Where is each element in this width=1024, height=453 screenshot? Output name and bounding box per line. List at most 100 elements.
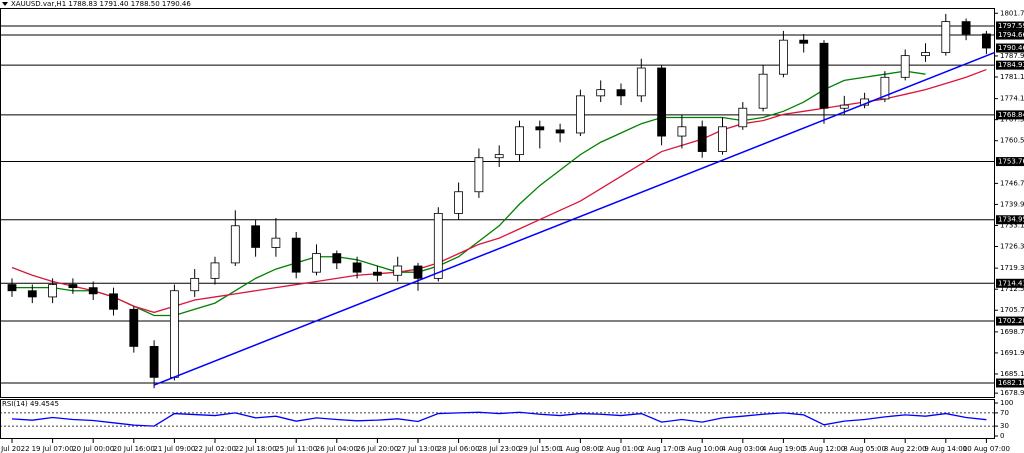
x-tick-label: 21 Jul 09:00 xyxy=(153,445,195,453)
candle-body xyxy=(779,39,788,75)
level-label: 1784.93 xyxy=(998,61,1024,69)
chart-title: XAUUSD.var,H1 1788.83 1791.40 1788.50 17… xyxy=(11,0,191,8)
level-box xyxy=(996,215,1024,225)
level-box xyxy=(996,157,1024,167)
candle-body xyxy=(576,95,585,134)
x-tick-label: 3 Aug 10:00 xyxy=(681,445,724,453)
candle-body xyxy=(413,265,423,279)
candle-body xyxy=(352,262,362,273)
candle-body xyxy=(535,126,545,131)
symbol-menu-arrow xyxy=(2,2,8,6)
candle-body xyxy=(697,126,707,152)
y-tick-label: 1774.10 xyxy=(1000,95,1024,103)
y-tick-label: 1691.90 xyxy=(1000,349,1024,357)
candle-body xyxy=(393,265,403,276)
x-tick-label: 27 Jul 13:00 xyxy=(397,445,439,453)
candle-body xyxy=(48,284,57,298)
candle-body xyxy=(454,191,464,214)
y-tick-label: 1685.10 xyxy=(1000,370,1024,378)
rsi-tick-label: 30 xyxy=(1000,422,1009,430)
rsi-tick-label: 70 xyxy=(1000,409,1009,417)
level-box xyxy=(996,60,1024,70)
level-box xyxy=(996,278,1024,288)
candle-body xyxy=(982,33,991,49)
y-tick-label: 1726.30 xyxy=(1000,243,1024,251)
y-tick-label: 1760.50 xyxy=(1000,137,1024,145)
y-tick-label: 1739.90 xyxy=(1000,200,1024,208)
level-label: 1702.20 xyxy=(998,317,1024,325)
candle-body xyxy=(738,107,748,128)
level-box xyxy=(996,21,1024,31)
candle-body xyxy=(657,67,666,137)
candle-body xyxy=(941,21,951,53)
candle-body xyxy=(636,67,646,97)
rsi-tick-label: 100 xyxy=(1000,399,1013,407)
x-tick-label: 19 Jul 07:00 xyxy=(32,445,74,453)
candle-body xyxy=(332,253,342,264)
trendline xyxy=(153,51,995,386)
candle-body xyxy=(433,213,443,279)
x-tick-label: 26 Jul 04:00 xyxy=(316,445,358,453)
candle-body xyxy=(961,21,971,35)
candle-body xyxy=(819,42,829,109)
level-label: 1734.95 xyxy=(998,216,1024,224)
candle-body xyxy=(27,290,37,298)
candle-body xyxy=(921,52,930,57)
level-label: 1753.76 xyxy=(998,158,1024,166)
rsi-panel-frame xyxy=(0,399,995,439)
candle-body xyxy=(149,346,159,378)
y-tick-label: 1712.50 xyxy=(1000,285,1024,293)
level-box xyxy=(996,30,1024,40)
x-tick-label: 28 Jul 06:00 xyxy=(438,445,480,453)
level-label: 1794.66 xyxy=(998,31,1024,39)
candle-body xyxy=(474,157,484,193)
level-label: 1797.59 xyxy=(998,22,1024,30)
rsi-tick-label: 0 xyxy=(1000,432,1004,440)
x-tick-label: 26 Jul 20:00 xyxy=(356,445,398,453)
candle-body xyxy=(129,308,139,347)
y-tick-label: 1767.30 xyxy=(1000,116,1024,124)
current-price-box xyxy=(996,43,1024,53)
current-price-label: 1790.46 xyxy=(998,44,1024,52)
rsi-line xyxy=(11,411,987,427)
candle-body xyxy=(900,55,910,78)
x-tick-label: 5 Aug 12:00 xyxy=(803,445,846,453)
level-box xyxy=(996,110,1024,120)
candle-body xyxy=(7,284,17,292)
y-tick-label: 1719.30 xyxy=(1000,264,1024,272)
y-tick-label: 1698.70 xyxy=(1000,328,1024,336)
candle-body xyxy=(839,104,849,109)
x-tick-label: 2 Aug 17:00 xyxy=(640,445,683,453)
candle-body xyxy=(372,271,382,276)
y-tick-label: 1678.90 xyxy=(1000,389,1024,397)
x-tick-label: 25 Jul 11:00 xyxy=(275,445,317,453)
candle-body xyxy=(210,262,220,279)
candle-body xyxy=(494,154,504,159)
x-tick-label: 4 Aug 03:00 xyxy=(721,445,764,453)
x-tick-label: 22 Jul 02:00 xyxy=(194,445,236,453)
x-tick-label: 8 Aug 22:00 xyxy=(884,445,927,453)
y-tick-label: 1781.10 xyxy=(1000,73,1024,81)
candle-body xyxy=(596,89,606,97)
x-tick-label: 1 Aug 08:00 xyxy=(559,445,602,453)
level-label: 1682.18 xyxy=(998,379,1024,387)
level-label: 1714.41 xyxy=(998,279,1024,287)
level-label: 1768.84 xyxy=(998,111,1024,119)
candle-body xyxy=(190,277,200,292)
level-box xyxy=(996,378,1024,388)
candle-body xyxy=(169,290,179,378)
y-tick-label: 1746.70 xyxy=(1000,179,1024,187)
x-tick-label: 2 Aug 01:00 xyxy=(600,445,643,453)
x-tick-label: 22 Jul 18:00 xyxy=(235,445,277,453)
candle-body xyxy=(880,76,890,100)
x-tick-label: 4 Aug 19:00 xyxy=(762,445,805,453)
candle-body xyxy=(251,225,261,248)
x-tick-label: 20 Jul 16:00 xyxy=(113,445,155,453)
candle-body xyxy=(718,126,727,152)
candle-body xyxy=(68,284,78,289)
y-tick-label: 1705.70 xyxy=(1000,306,1024,314)
candle-body xyxy=(758,73,768,109)
main-panel-frame xyxy=(0,8,995,398)
x-tick-label: 10 Aug 07:00 xyxy=(963,445,1010,453)
